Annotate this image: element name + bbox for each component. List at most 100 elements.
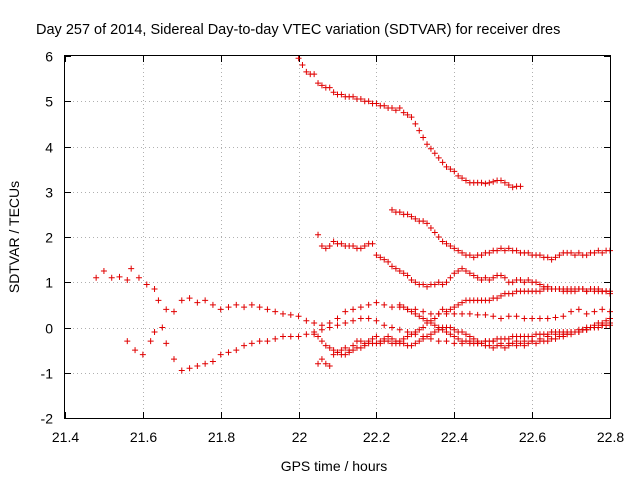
data-point xyxy=(373,333,380,340)
data-point xyxy=(318,243,325,250)
data-point xyxy=(408,308,415,315)
data-point xyxy=(447,274,454,281)
data-point xyxy=(225,304,232,311)
data-point xyxy=(548,256,555,263)
data-point xyxy=(509,290,516,297)
data-point xyxy=(389,324,395,331)
data-point xyxy=(420,134,427,141)
data-point xyxy=(424,317,431,324)
data-point xyxy=(498,177,504,184)
x-tick-label: 22.8 xyxy=(597,429,624,445)
data-point xyxy=(299,62,306,69)
data-point xyxy=(365,98,372,105)
data-point xyxy=(373,100,380,107)
y-tick-label: 0 xyxy=(45,321,53,337)
data-point xyxy=(248,340,255,347)
data-point xyxy=(256,338,263,345)
data-point xyxy=(424,220,431,227)
data-point xyxy=(451,333,458,340)
series-track-4 xyxy=(389,206,613,263)
data-point xyxy=(536,281,543,288)
series-track-8 xyxy=(396,301,613,347)
data-point xyxy=(357,315,364,322)
data-point xyxy=(373,252,380,259)
x-tick-label: 21.6 xyxy=(130,429,157,445)
data-point xyxy=(178,297,185,304)
data-point xyxy=(443,329,450,336)
data-point xyxy=(447,166,454,173)
x-tick-label: 22 xyxy=(292,429,308,445)
data-point xyxy=(431,281,438,288)
data-point xyxy=(427,145,434,152)
data-point xyxy=(427,310,434,317)
y-tick-label: 3 xyxy=(45,185,53,201)
data-point xyxy=(439,238,446,245)
data-point xyxy=(93,274,100,281)
data-point xyxy=(186,295,193,302)
data-point xyxy=(498,245,504,252)
data-point xyxy=(318,356,325,363)
data-point xyxy=(595,247,602,254)
data-point xyxy=(151,329,158,336)
data-point xyxy=(350,243,357,250)
data-point xyxy=(568,308,575,315)
data-point xyxy=(498,272,504,279)
data-point xyxy=(439,281,446,288)
data-point xyxy=(264,338,271,345)
data-point xyxy=(209,358,216,365)
data-point xyxy=(412,310,419,317)
data-point xyxy=(381,256,388,263)
data-point xyxy=(498,292,504,299)
data-point xyxy=(330,89,337,96)
data-point xyxy=(392,107,399,114)
data-point xyxy=(365,315,372,322)
data-point xyxy=(505,181,512,188)
data-point xyxy=(462,267,469,274)
data-point xyxy=(396,326,403,333)
y-tick-label: 4 xyxy=(45,140,53,156)
data-point xyxy=(128,265,135,272)
data-point xyxy=(490,274,497,281)
data-point xyxy=(451,245,458,252)
data-point xyxy=(513,247,520,254)
data-point xyxy=(132,347,139,354)
data-point xyxy=(381,301,388,308)
data-point xyxy=(478,252,485,259)
data-point xyxy=(536,252,543,259)
data-point xyxy=(455,301,462,308)
data-point xyxy=(143,281,150,288)
data-point xyxy=(404,111,411,118)
data-point xyxy=(455,335,462,342)
data-point xyxy=(377,340,384,347)
data-point xyxy=(350,317,357,324)
data-point xyxy=(400,340,407,347)
data-point xyxy=(424,141,431,148)
data-point xyxy=(385,338,392,345)
data-point xyxy=(544,338,551,345)
data-point xyxy=(420,281,427,288)
data-point xyxy=(435,324,442,331)
data-point xyxy=(412,215,419,222)
data-point xyxy=(470,254,477,261)
data-point xyxy=(455,172,462,179)
data-point xyxy=(416,313,423,320)
data-point xyxy=(357,95,364,102)
data-point xyxy=(431,229,438,236)
data-point xyxy=(326,344,333,351)
data-point xyxy=(427,319,434,326)
data-point xyxy=(408,213,415,220)
data-point xyxy=(233,347,240,354)
data-point xyxy=(389,263,395,270)
data-point xyxy=(517,340,524,347)
data-point xyxy=(451,270,458,277)
data-point xyxy=(505,335,512,342)
data-point xyxy=(400,304,407,311)
y-tick-labels: -2 -1 0 1 2 3 4 5 6 xyxy=(41,49,54,427)
data-point xyxy=(431,322,438,329)
data-point xyxy=(404,306,411,313)
data-point xyxy=(311,331,318,338)
data-point xyxy=(474,311,481,318)
data-point xyxy=(529,315,536,322)
data-point xyxy=(135,274,142,281)
data-point xyxy=(583,288,590,295)
